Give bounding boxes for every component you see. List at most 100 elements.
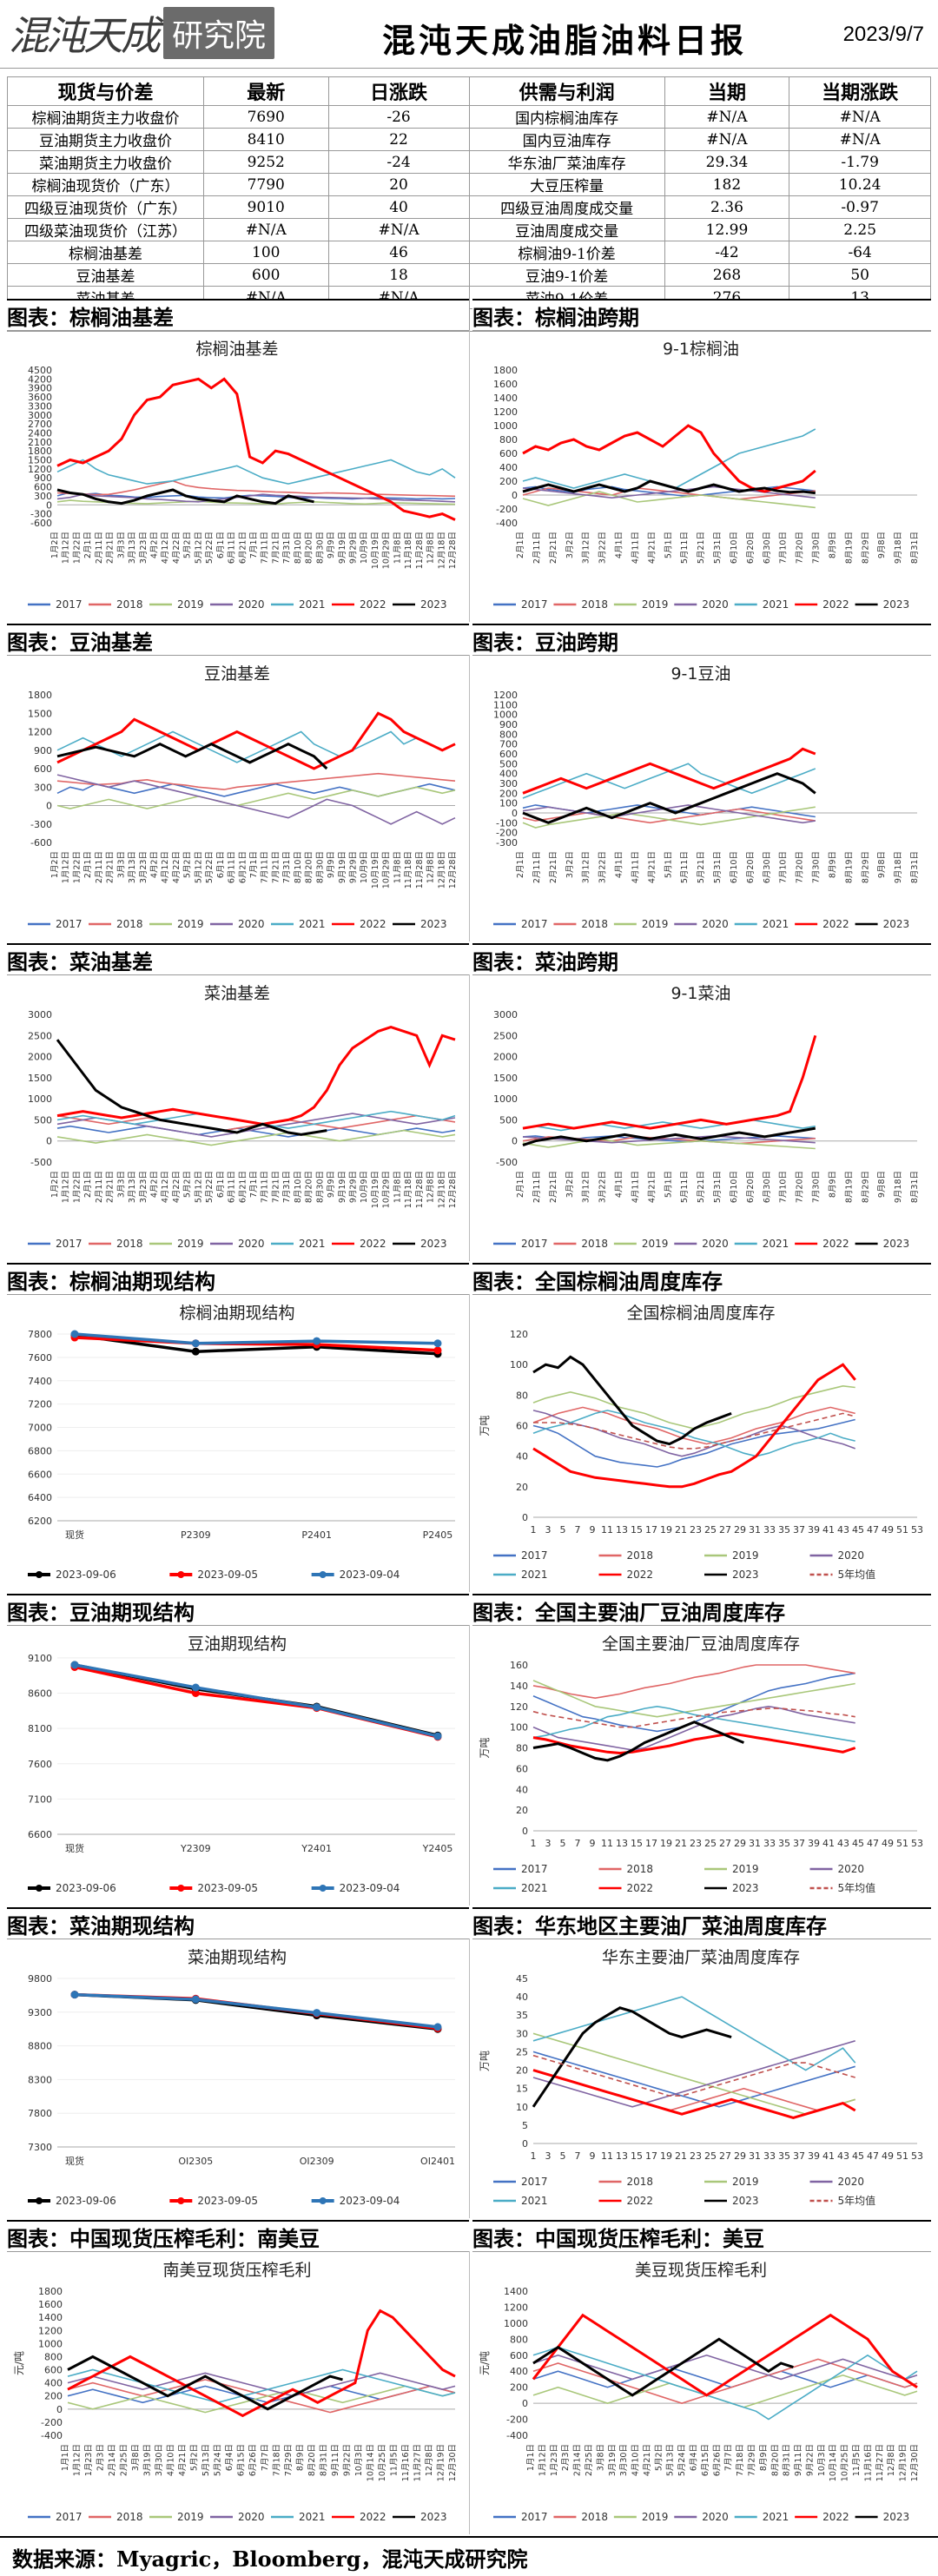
chart-title: 美豆现货压榨毛利 <box>635 2261 767 2280</box>
x-tick-label: 6月30日 <box>763 1171 772 1203</box>
legend-label: 2017 <box>56 918 83 930</box>
header-cell: 当期涨跌 <box>789 76 931 106</box>
y-tick-label: 500 <box>34 1114 52 1126</box>
x-tick-label: 10月14日 <box>829 2444 838 2481</box>
legend-label: 2021 <box>299 2511 326 2523</box>
x-tick-label: 4月1日 <box>615 851 624 878</box>
x-tick-label: 3月8日 <box>596 2444 605 2471</box>
y-tick-label: 400 <box>499 769 518 780</box>
section-title-right: 图表：菜油跨期 <box>472 943 931 975</box>
series-line-2019 <box>532 2374 918 2408</box>
x-tick-label: 8月29日 <box>861 851 870 883</box>
x-tick-label: 9月9日 <box>327 532 336 558</box>
legend-label: 2018 <box>627 1863 654 1875</box>
x-tick-label: 4月2日 <box>150 532 160 558</box>
y-tick-label: 80 <box>516 1743 528 1754</box>
y-tick-label: 600 <box>44 2365 63 2376</box>
series-line-2023-09-05 <box>74 1665 439 1739</box>
metric-label: 豆油周度成交量 <box>468 218 665 241</box>
metric-label: 国内豆油库存 <box>468 128 665 151</box>
y-axis-label: 万吨 <box>479 1415 491 1436</box>
y-tick-label: 7400 <box>28 1376 52 1387</box>
y-tick-label: 200 <box>499 788 518 799</box>
legend-label: 2020 <box>838 2176 865 2188</box>
y-tick-label: 9300 <box>28 2007 52 2018</box>
chart-panel-left: 菜油基差 -500 0 500 1000 1500 2000 2500 3000 1月2日 1月12… <box>7 974 470 1261</box>
chart-panel-left: 棕榈油基差 -600 -300 0 300 600 900 1200 1500 1800 2100 2… <box>7 330 470 622</box>
y-tick-label: 700 <box>499 739 518 750</box>
x-tick-label: 31 <box>749 1838 761 1849</box>
chart-title: 9-1菜油 <box>670 984 730 1003</box>
x-tick-label: 12月18日 <box>437 1171 446 1208</box>
metric-label: 豆油期货主力收盘价 <box>7 128 204 151</box>
series-line-2017 <box>532 2366 918 2388</box>
section-title-right: 图表：华东地区主要油厂菜油周度库存 <box>472 1907 931 1939</box>
x-tick-label: 4月1日 <box>615 532 624 558</box>
y-tick-label: -100 <box>496 817 518 829</box>
x-tick-label: 35 <box>778 2150 790 2162</box>
legend-label: 2017 <box>521 1549 548 1562</box>
x-tick-label: 12月28日 <box>448 1171 458 1208</box>
legend-label: 2023 <box>883 918 910 930</box>
y-tick-label: 3600 <box>28 392 52 403</box>
x-tick-label: 4月2日 <box>150 1171 160 1198</box>
x-tick-label: Y2405 <box>422 1843 453 1854</box>
x-tick-label: 2月11日 <box>95 851 104 883</box>
x-tick-label: 6月20日 <box>746 532 756 564</box>
y-tick-label: -200 <box>496 504 518 515</box>
x-tick-label: Y2401 <box>301 1843 332 1854</box>
x-tick-label: 11月16日 <box>401 2444 411 2481</box>
x-tick-label: 6月11日 <box>228 1171 237 1203</box>
series-line-5年均值 <box>533 1412 855 1450</box>
legend-label: 2018 <box>116 598 143 611</box>
x-tick-label: 4月21日 <box>647 851 657 883</box>
y-tick-label: 5 <box>522 2120 528 2131</box>
y-axis-label: 元/吨 <box>13 2351 25 2375</box>
x-tick-label: 3月22日 <box>598 1171 608 1203</box>
x-tick-label: 5月22日 <box>205 532 215 564</box>
legend-label: 2022 <box>627 1882 654 1894</box>
x-tick-label: 47 <box>867 1838 879 1849</box>
x-tick-label: 11月27日 <box>875 2444 885 2481</box>
series-line-2019 <box>532 1680 855 1718</box>
y-tick-label: 2400 <box>28 427 52 439</box>
y-tick-label: -400 <box>496 518 518 529</box>
legend-label: 2023-09-06 <box>56 1569 116 1581</box>
x-tick-label: 21 <box>675 2150 687 2162</box>
x-tick-label: 3月12日 <box>582 851 591 883</box>
legend-marker <box>177 1885 185 1892</box>
series-line-2023 <box>67 2355 343 2411</box>
legend-label: 2020 <box>702 918 729 930</box>
legend-label: 2023 <box>420 918 447 930</box>
legend-label: 2021 <box>763 2511 789 2523</box>
y-tick-label: 7600 <box>28 1759 52 1770</box>
x-tick-label: 6月15日 <box>237 2444 247 2476</box>
x-tick-label: 9月8日 <box>877 851 887 878</box>
x-tick-label: 10月9日 <box>360 1171 369 1203</box>
y-tick-label: 40 <box>516 1991 528 2003</box>
x-tick-label: 41 <box>822 1524 835 1536</box>
x-tick-label: 8月30日 <box>315 851 325 883</box>
x-tick-label: 5月11日 <box>680 1171 690 1203</box>
y-tick-label: 0 <box>46 801 52 812</box>
y-tick-label: 7600 <box>28 1352 52 1364</box>
x-tick-label: 21 <box>675 1524 687 1536</box>
data-point <box>433 2023 442 2031</box>
x-tick-label: 11 <box>601 1838 613 1849</box>
x-tick-label: 13 <box>616 1838 628 1849</box>
metric-change: #N/A <box>789 105 931 129</box>
x-tick-label: 3月22日 <box>598 851 608 883</box>
chart-3: 9-1豆油-300-200-10001002003004005006007008… <box>493 664 920 930</box>
x-tick-label: 4月11日 <box>631 851 640 883</box>
legend-label: 2020 <box>838 1863 865 1875</box>
legend-label: 2022 <box>360 918 386 930</box>
x-tick-label: 45 <box>852 1524 864 1536</box>
metric-value: 9252 <box>202 150 329 174</box>
data-point <box>313 1337 321 1345</box>
chart-section: 图表：菜油期现结构 图表：华东地区主要油厂菜油周度库存 菜油期现结构 7300 7800… <box>0 1907 938 2220</box>
x-tick-label: 4月12日 <box>161 851 170 883</box>
legend-label: 2019 <box>177 2511 204 2523</box>
y-tick-label: 1600 <box>38 2299 63 2310</box>
legend-label: 2021 <box>299 1238 326 1250</box>
